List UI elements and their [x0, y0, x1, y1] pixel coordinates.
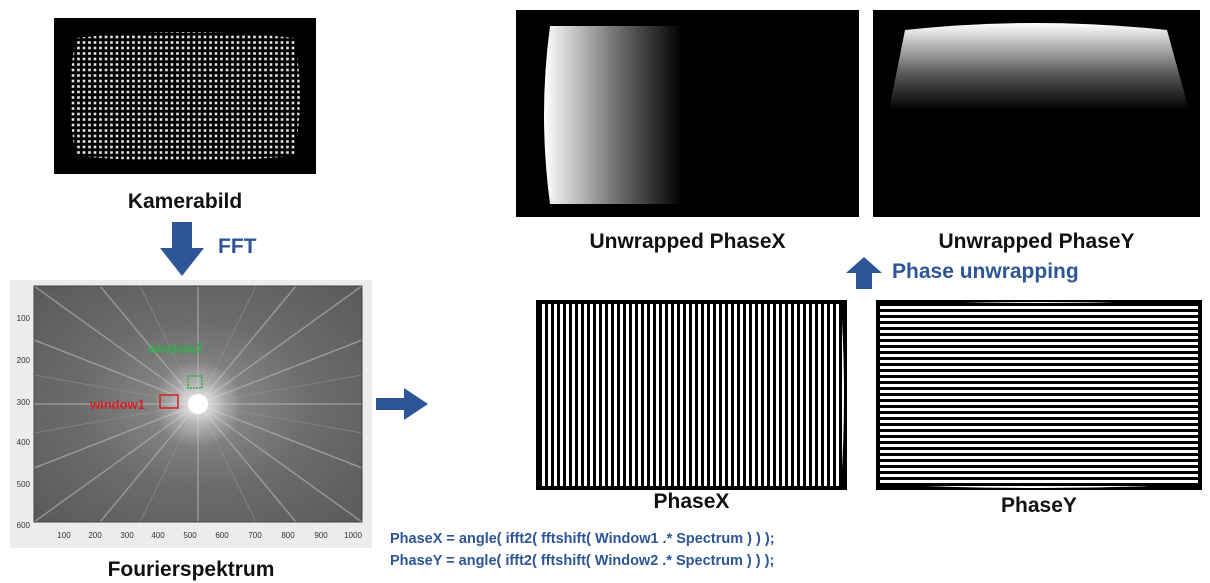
right-arrow-icon: [376, 388, 428, 420]
phase-y-label: PhaseY: [1001, 494, 1077, 517]
x-tick: 900: [314, 531, 328, 540]
x-tick: 300: [120, 531, 134, 540]
window2-label: window3: [147, 341, 203, 356]
x-tick: 100: [57, 531, 71, 540]
unwrapped-phase-y-label: Unwrapped PhaseY: [938, 230, 1135, 253]
unwrapped-phase-x-label: Unwrapped PhaseX: [589, 230, 786, 253]
camera-image-label: Kamerabild: [127, 190, 243, 213]
phase-x-image: [536, 300, 847, 490]
y-tick: 300: [17, 398, 31, 407]
fft-label: FFT: [218, 235, 257, 258]
y-tick: 200: [17, 356, 31, 365]
x-tick: 200: [88, 531, 102, 540]
phase-x-label: PhaseX: [653, 490, 730, 513]
down-arrow-icon: [160, 222, 204, 276]
up-arrow-icon: [846, 257, 882, 289]
phase-y-image: [876, 300, 1202, 490]
y-tick: 400: [17, 438, 31, 447]
x-tick: 500: [183, 531, 197, 540]
fourier-spectrum-plot: 100 200 300 400 500 600 100 200 300 400 …: [10, 280, 372, 548]
phase-unwrapping-label: Phase unwrapping: [892, 260, 1079, 283]
unwrapped-phase-x-image: [516, 10, 859, 217]
code-line-phase-y: PhaseY = angle( ifft2( fftshift( Window2…: [390, 553, 775, 569]
unwrapped-phase-y-image: [873, 10, 1200, 217]
x-tick: 800: [281, 531, 295, 540]
x-tick: 400: [151, 531, 165, 540]
fourier-spectrum-label: Fourierspektrum: [107, 558, 275, 581]
y-tick: 100: [17, 314, 31, 323]
x-tick: 700: [248, 531, 262, 540]
x-tick: 600: [215, 531, 229, 540]
code-line-phase-x: PhaseX = angle( ifft2( fftshift( Window1…: [390, 531, 775, 547]
x-tick: 1000: [344, 531, 362, 540]
window1-label: window1: [89, 397, 145, 412]
y-tick: 500: [17, 480, 31, 489]
camera-image: [54, 18, 316, 174]
y-tick: 600: [17, 521, 31, 530]
